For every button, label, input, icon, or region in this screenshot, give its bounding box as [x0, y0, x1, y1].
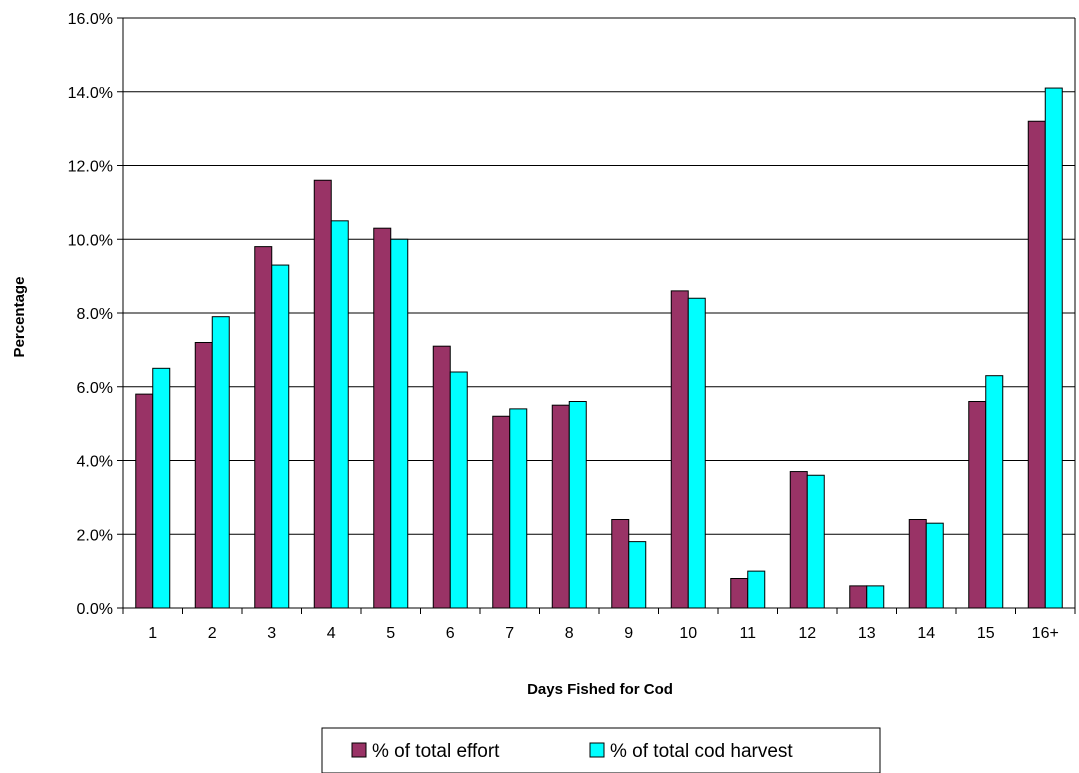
y-tick-label: 8.0% — [77, 306, 113, 323]
bar-harvest — [866, 585, 885, 609]
bar-harvest — [985, 375, 1004, 609]
y-tick-label: 14.0% — [68, 85, 113, 102]
axes — [122, 18, 1076, 614]
bar-effort — [789, 471, 808, 609]
bars — [135, 87, 1063, 609]
y-tick-label: 0.0% — [77, 601, 113, 618]
x-tick-label: 10 — [679, 625, 697, 642]
bar-harvest — [628, 541, 647, 609]
bar-effort — [432, 345, 451, 609]
x-tick-label: 11 — [739, 625, 756, 642]
bar-harvest — [806, 474, 825, 609]
bar-effort — [908, 519, 927, 609]
bar-effort — [254, 246, 273, 609]
bar-effort — [194, 342, 213, 609]
bar-effort — [373, 227, 392, 609]
x-tick-label: 4 — [327, 625, 336, 642]
bar-harvest — [1044, 87, 1063, 609]
bar-effort — [135, 393, 154, 609]
x-tick-label: 14 — [917, 625, 935, 642]
x-tick-label: 12 — [798, 625, 816, 642]
y-tick-label: 6.0% — [77, 380, 113, 397]
x-tick-label: 13 — [858, 625, 876, 642]
bar-effort — [551, 404, 570, 609]
legend: % of total effort % of total cod harvest — [321, 727, 881, 773]
y-tick-labels: 0.0% 2.0% 4.0% 6.0% 8.0% 10.0% 12.0% 14.0% 16.0% — [68, 11, 113, 618]
bar-harvest — [390, 238, 409, 609]
bar-harvest — [925, 522, 944, 609]
x-tick-labels: 1 2 3 4 5 6 7 8 9 10 11 12 13 14 15 16+ — [148, 625, 1059, 642]
bar-harvest — [687, 297, 706, 609]
bar-effort — [1027, 120, 1046, 609]
legend-label-harvest: % of total cod harvest — [610, 741, 793, 762]
x-tick-label: 1 — [148, 625, 157, 642]
x-tick-label: 5 — [386, 625, 395, 642]
x-tick-label: 15 — [977, 625, 995, 642]
bar-harvest — [211, 316, 230, 609]
bar-effort — [730, 578, 749, 609]
bar-effort — [313, 179, 332, 609]
x-tick-label: 9 — [624, 625, 633, 642]
y-tick-label: 16.0% — [68, 11, 113, 28]
bar-effort — [849, 585, 868, 609]
x-axis-title: Days Fished for Cod — [527, 681, 673, 698]
x-tick-label: 3 — [267, 625, 276, 642]
x-tick-label: 8 — [565, 625, 574, 642]
bar-harvest — [449, 371, 468, 609]
bar-harvest — [152, 367, 171, 609]
bar-effort — [670, 290, 689, 609]
y-tick-label: 2.0% — [77, 527, 113, 544]
x-tick-label: 16+ — [1032, 625, 1059, 642]
bar-harvest — [330, 220, 349, 609]
legend-swatch-effort — [351, 742, 367, 758]
bar-effort — [968, 401, 987, 609]
x-tick-label: 6 — [446, 625, 455, 642]
y-tick-label: 4.0% — [77, 454, 113, 471]
legend-swatch-harvest — [589, 742, 605, 758]
x-tick-label: 7 — [505, 625, 514, 642]
bar-harvest — [509, 408, 528, 609]
bar-harvest — [568, 401, 587, 609]
y-axis-title: Percentage — [11, 277, 28, 358]
bar-effort — [611, 519, 630, 609]
y-tick-label: 12.0% — [68, 159, 113, 176]
y-tick-label: 10.0% — [68, 232, 113, 249]
legend-label-effort: % of total effort — [372, 741, 500, 762]
x-tick-label: 2 — [208, 625, 217, 642]
bar-harvest — [747, 570, 766, 609]
bar-harvest — [271, 264, 290, 609]
bar-effort — [492, 415, 511, 609]
